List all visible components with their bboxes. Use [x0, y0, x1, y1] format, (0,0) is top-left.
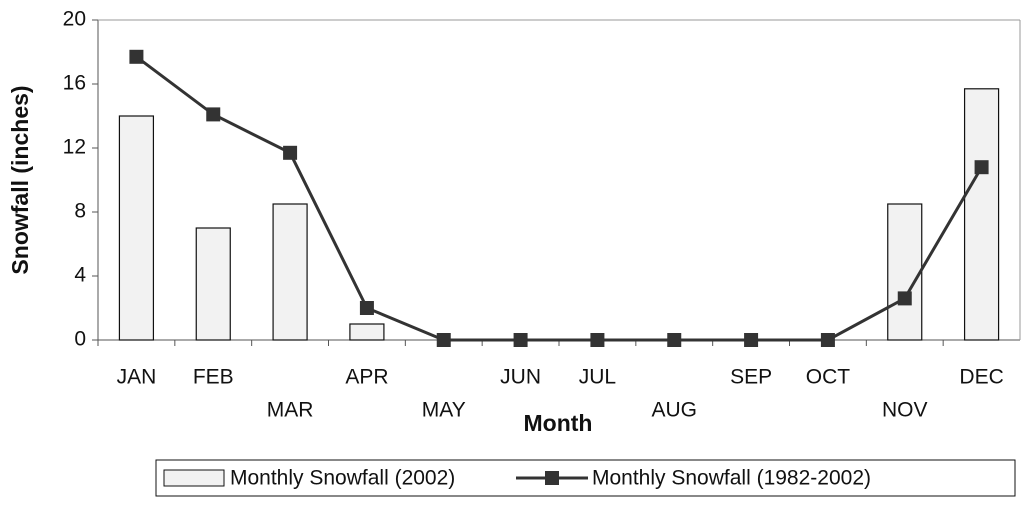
x-tick-label: JUN: [500, 366, 541, 389]
y-tick-label: 0: [74, 328, 86, 351]
marker: [359, 301, 374, 315]
x-tick-label: OCT: [806, 366, 851, 389]
bar: [963, 88, 1000, 341]
x-tick-label: JUL: [579, 366, 616, 389]
marker: [436, 333, 451, 347]
marker: [206, 107, 221, 122]
bar: [887, 203, 923, 341]
y-tick-label: 16: [63, 72, 86, 95]
x-tick-label: NOV: [882, 399, 928, 422]
x-tick-label: MAY: [422, 399, 466, 422]
x-tick-label: MAR: [267, 399, 314, 422]
bar: [349, 323, 385, 341]
x-axis-label: Month: [524, 410, 593, 436]
x-tick-label: SEP: [730, 366, 772, 389]
marker: [820, 333, 835, 347]
marker: [897, 291, 912, 306]
y-tick-label: 4: [74, 264, 86, 287]
bar: [118, 115, 155, 341]
bar: [195, 227, 231, 341]
y-tick-label: 8: [74, 200, 86, 223]
x-tick-label: JAN: [117, 366, 157, 389]
x-tick-label: FEB: [193, 366, 234, 389]
y-tick-label: 20: [63, 8, 86, 31]
x-tick-label: AUG: [651, 399, 697, 422]
marker: [974, 160, 989, 175]
marker: [590, 333, 605, 347]
legend-label: Monthly Snowfall (2002): [230, 467, 455, 490]
line: [135, 55, 983, 342]
bar: [272, 203, 308, 341]
marker: [513, 333, 528, 347]
marker: [744, 333, 759, 347]
legend-marker: [545, 471, 559, 485]
legend-label: Monthly Snowfall (1982-2002): [592, 467, 871, 490]
marker: [283, 145, 298, 160]
y-axis-label: Snowfall (inches): [7, 85, 33, 274]
legend-swatch: [163, 469, 225, 487]
x-tick-label: DEC: [959, 366, 1003, 389]
marker: [667, 333, 682, 347]
y-tick-label: 12: [63, 136, 86, 159]
marker: [129, 49, 144, 64]
x-tick-label: APR: [345, 366, 388, 389]
